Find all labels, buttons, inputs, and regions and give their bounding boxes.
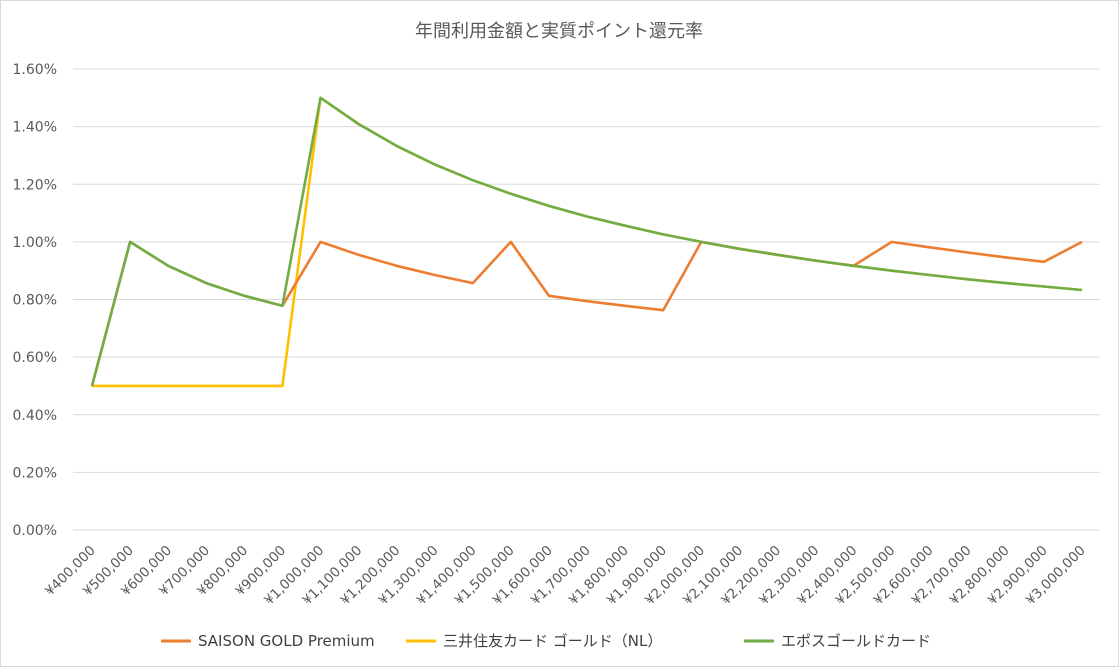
- y-axis-ticks: 0.00% 0.20% 0.40% 0.60% 0.80% 1.00% 1.20% 1.40%…: [13, 62, 57, 539]
- y-tick-label: 1.40%: [13, 120, 57, 136]
- series-line: [90, 240, 1083, 387]
- y-tick-label: 0.40%: [13, 408, 57, 424]
- x-axis-ticks: ¥400,000¥500,000¥600,000¥700,000¥800,000…: [42, 543, 1089, 609]
- legend-label: 三井住友カード ゴールド（NL）: [443, 632, 662, 650]
- chart-title: 年間利用金額と実質ポイント還元率: [415, 21, 703, 42]
- legend: SAISON GOLD Premium 三井住友カード ゴールド（NL） エポスゴー…: [161, 632, 931, 650]
- y-tick-label: 1.00%: [13, 235, 57, 251]
- series-lines: [90, 96, 1083, 388]
- y-tick-label: 0.80%: [13, 293, 57, 309]
- gridlines: [73, 68, 1100, 531]
- legend-label: エポスゴールドカード: [781, 632, 931, 650]
- series-line: [90, 96, 1083, 387]
- y-tick-label: 1.60%: [13, 62, 57, 78]
- y-tick-label: 0.00%: [13, 523, 57, 539]
- y-tick-label: 0.60%: [13, 350, 57, 366]
- y-tick-label: 1.20%: [13, 177, 57, 193]
- y-tick-label: 0.20%: [13, 465, 57, 481]
- legend-label: SAISON GOLD Premium: [198, 632, 375, 650]
